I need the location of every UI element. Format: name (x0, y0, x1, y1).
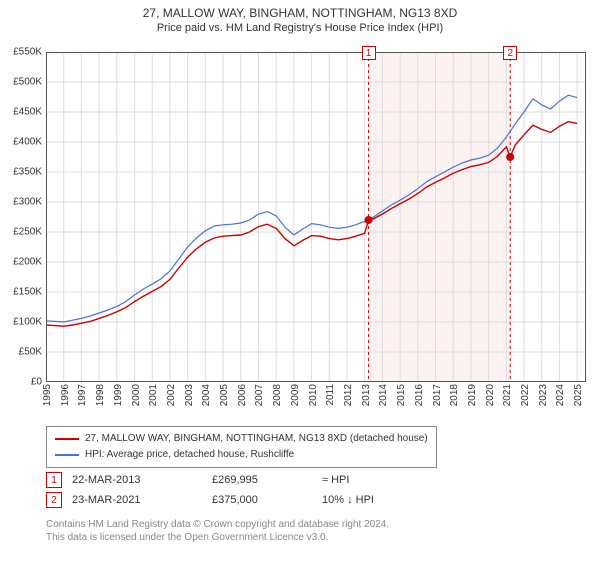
y-axis: £0£50K£100K£150K£200K£250K£300K£350K£400… (0, 52, 46, 382)
sale-diff: ≈ HPI (322, 474, 442, 486)
plot-area: 12 (46, 52, 586, 382)
x-tick-label: 1997 (77, 384, 88, 406)
x-tick-label: 2019 (467, 384, 478, 406)
x-tick-label: 2013 (361, 384, 372, 406)
legend: 27, MALLOW WAY, BINGHAM, NOTTINGHAM, NG1… (46, 426, 437, 468)
x-tick-label: 2015 (396, 384, 407, 406)
y-tick-label: £400K (0, 137, 42, 148)
x-tick-label: 2023 (538, 384, 549, 406)
attribution-line: Contains HM Land Registry data © Crown c… (46, 518, 590, 531)
x-tick-label: 2021 (502, 384, 513, 406)
x-tick-label: 2005 (219, 384, 230, 406)
x-tick-label: 2018 (449, 384, 460, 406)
x-tick-label: 1996 (60, 384, 71, 406)
sale-price: £269,995 (212, 474, 312, 486)
legend-item: 27, MALLOW WAY, BINGHAM, NOTTINGHAM, NG1… (55, 431, 428, 447)
x-tick-label: 2014 (378, 384, 389, 406)
x-tick-label: 2001 (148, 384, 159, 406)
sale-badge: 2 (46, 492, 62, 508)
x-tick-label: 2007 (254, 384, 265, 406)
x-tick-label: 2009 (290, 384, 301, 406)
legend-label: 27, MALLOW WAY, BINGHAM, NOTTINGHAM, NG1… (85, 431, 428, 447)
sale-date: 22-MAR-2013 (72, 474, 202, 486)
x-tick-label: 2017 (432, 384, 443, 406)
sale-marker-badge: 1 (362, 46, 376, 60)
y-tick-label: £150K (0, 287, 42, 298)
legend-label: HPI: Average price, detached house, Rush… (85, 447, 294, 463)
x-tick-label: 2004 (201, 384, 212, 406)
sale-diff: 10% ↓ HPI (322, 494, 442, 506)
attribution: Contains HM Land Registry data © Crown c… (46, 518, 590, 544)
x-tick-label: 1998 (95, 384, 106, 406)
legend-swatch (55, 454, 79, 456)
chart-title: 27, MALLOW WAY, BINGHAM, NOTTINGHAM, NG1… (0, 6, 600, 20)
x-tick-label: 2012 (343, 384, 354, 406)
sale-marker-badge: 2 (503, 46, 517, 60)
x-tick-label: 2025 (573, 384, 584, 406)
x-tick-label: 2003 (184, 384, 195, 406)
sale-price: £375,000 (212, 494, 312, 506)
x-axis: 1995199619971998199920002001200220032004… (46, 384, 586, 416)
y-tick-label: £250K (0, 227, 42, 238)
y-tick-label: £350K (0, 167, 42, 178)
sale-row: 1 22-MAR-2013 £269,995 ≈ HPI (46, 470, 442, 490)
sale-row: 2 23-MAR-2021 £375,000 10% ↓ HPI (46, 490, 442, 510)
y-tick-label: £0 (0, 377, 42, 388)
x-tick-label: 2006 (237, 384, 248, 406)
x-tick-label: 2024 (555, 384, 566, 406)
y-tick-label: £500K (0, 77, 42, 88)
x-tick-label: 2002 (166, 384, 177, 406)
x-tick-label: 1995 (42, 384, 53, 406)
plot-svg (46, 52, 586, 382)
chart-subtitle: Price paid vs. HM Land Registry's House … (0, 22, 600, 34)
x-tick-label: 2020 (485, 384, 496, 406)
x-tick-label: 2011 (325, 384, 336, 406)
sales-table: 1 22-MAR-2013 £269,995 ≈ HPI 2 23-MAR-2021 £37… (46, 470, 442, 510)
sale-badge: 1 (46, 472, 62, 488)
y-tick-label: £300K (0, 197, 42, 208)
y-tick-label: £450K (0, 107, 42, 118)
x-tick-label: 2000 (131, 384, 142, 406)
x-tick-label: 1999 (113, 384, 124, 406)
x-tick-label: 2010 (308, 384, 319, 406)
chart-area: £0 £50K £100K £150K £200K £250K £300K £350K £400… (0, 46, 600, 416)
attribution-line: This data is licensed under the Open Gov… (46, 531, 590, 544)
sale-date: 23-MAR-2021 (72, 494, 202, 506)
y-tick-label: £100K (0, 317, 42, 328)
legend-item: HPI: Average price, detached house, Rush… (55, 447, 428, 463)
y-tick-label: £50K (0, 347, 42, 358)
x-tick-label: 2016 (414, 384, 425, 406)
y-tick-label: £200K (0, 257, 42, 268)
y-tick-label: £550K (0, 47, 42, 58)
x-tick-label: 2022 (520, 384, 531, 406)
legend-swatch (55, 438, 79, 440)
x-tick-label: 2008 (272, 384, 283, 406)
